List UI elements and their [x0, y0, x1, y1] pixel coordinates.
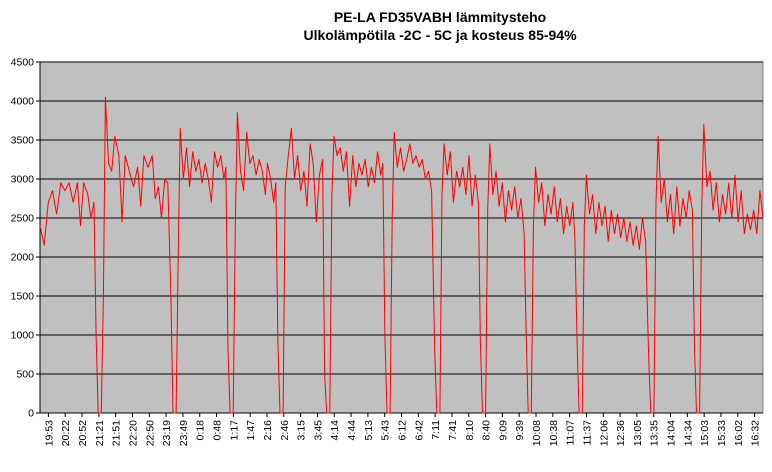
chart-title-line-2: Ulkolämpötila -2C - 5C ja kosteus 85-94%	[303, 27, 577, 43]
x-tick-label: 1:17	[228, 420, 240, 441]
x-tick-label: 0:48	[212, 420, 224, 441]
x-axis: 19:53 20:22 20:52 21:21 21:51 22:20 22:50 23:19…	[40, 412, 763, 446]
x-tick-label: 1:47	[245, 420, 257, 441]
x-tick-label: 14:34	[682, 420, 694, 446]
x-tick-label: 16:32	[750, 420, 762, 446]
y-tick-label: 0	[28, 408, 34, 420]
y-tick-label: 4500	[11, 57, 35, 69]
y-tick-label: 3500	[11, 135, 35, 147]
x-tick-label: 15:33	[716, 420, 728, 446]
x-tick-label: 5:13	[363, 420, 375, 441]
x-tick-label: 6:12	[397, 420, 409, 441]
x-tick-label: 12:36	[615, 420, 627, 446]
x-tick-label: 2:46	[279, 420, 291, 441]
x-tick-label: 16:02	[733, 420, 745, 446]
x-tick-label: 9:39	[514, 420, 526, 441]
x-tick-label: 10:08	[531, 420, 543, 446]
x-tick-label: 15:03	[699, 420, 711, 446]
x-tick-label: 21:51	[111, 420, 123, 446]
y-axis: 0 500 1000 1500 2000 2500 3000 3500 4000 4500	[11, 57, 41, 420]
x-tick-label: 20:22	[60, 420, 72, 446]
plot-area	[39, 61, 764, 414]
data-line	[39, 96, 764, 414]
y-tick-label: 4000	[11, 96, 35, 108]
x-tick-label: 21:21	[94, 420, 106, 446]
x-tick-label: 3:45	[312, 420, 324, 441]
y-tick-label: 2500	[11, 213, 35, 225]
x-tick-label: 12:06	[598, 420, 610, 446]
y-tick-label: 1000	[11, 330, 35, 342]
x-tick-label: 7:11	[430, 420, 442, 440]
x-tick-label: 3:15	[296, 420, 308, 441]
y-tick-label: 2000	[11, 252, 35, 264]
x-tick-label: 23:49	[178, 420, 190, 446]
x-tick-label: 9:09	[497, 420, 509, 441]
chart-title-line-1: PE-LA FD35VABH lämmitysteho	[333, 9, 547, 25]
x-tick-label: 4:44	[346, 420, 358, 441]
x-tick-label: 8:40	[481, 420, 493, 441]
y-tick-label: 1500	[11, 291, 35, 303]
x-tick-label: 2:16	[262, 420, 274, 441]
x-tick-label: 11:37	[581, 420, 593, 446]
x-tick-label: 20:52	[77, 420, 89, 446]
x-tick-label: 13:05	[632, 420, 644, 446]
x-tick-label: 5:43	[380, 420, 392, 441]
x-tick-label: 23:19	[161, 420, 173, 446]
x-tick-label: 10:38	[548, 420, 560, 446]
x-tick-label: 14:04	[666, 420, 678, 446]
x-tick-label: 19:53	[43, 420, 55, 446]
x-tick-label: 6:42	[413, 420, 425, 441]
x-tick-label: 22:50	[144, 420, 156, 446]
x-tick-label: 8:10	[464, 420, 476, 441]
x-tick-label: 0:18	[195, 420, 207, 441]
y-tick-label: 3000	[11, 174, 35, 186]
x-tick-label: 7:41	[447, 420, 459, 441]
y-tick-label: 500	[16, 369, 34, 381]
x-tick-label: 22:20	[127, 420, 139, 446]
x-tick-label: 11:07	[565, 420, 577, 446]
x-tick-label: 13:35	[649, 420, 661, 446]
x-tick-label: 4:14	[329, 420, 341, 441]
